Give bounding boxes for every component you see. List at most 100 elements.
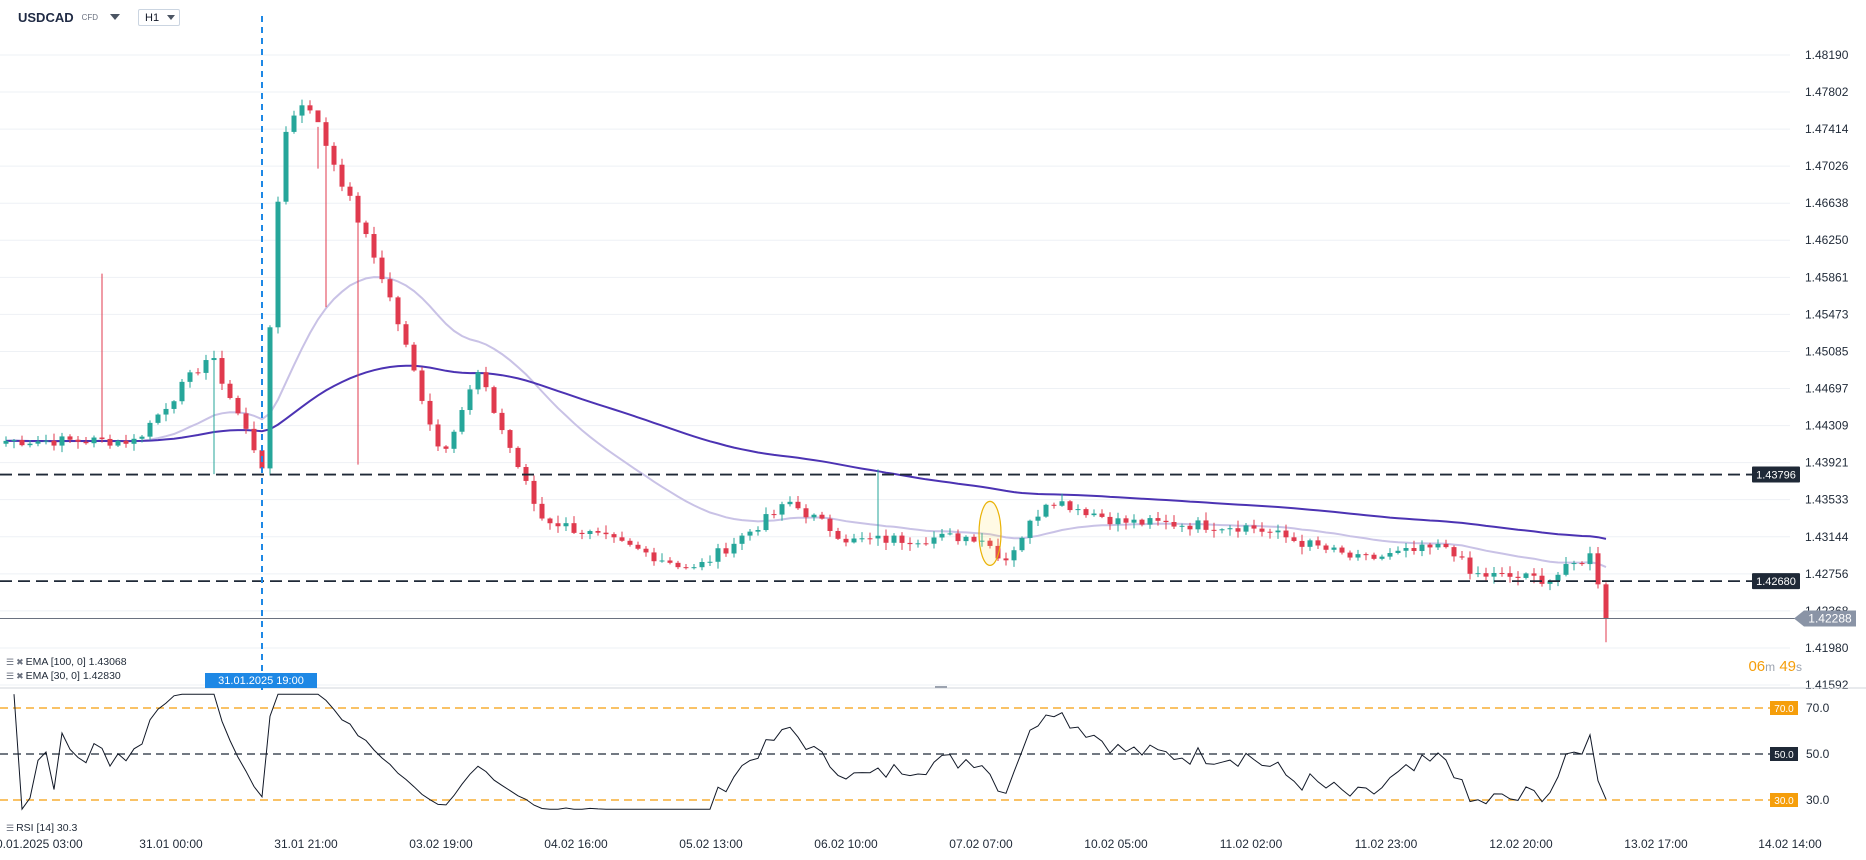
candle-body — [1411, 548, 1417, 551]
candle-body — [1515, 576, 1521, 578]
close-icon[interactable]: ✖ — [16, 670, 23, 681]
candle — [619, 531, 625, 542]
candle-body — [1547, 580, 1553, 584]
candle-body — [51, 440, 57, 446]
candle-body — [1443, 543, 1449, 548]
ema30-legend[interactable]: ☰ ✖ EMA [30, 0] 1.42830 — [6, 670, 121, 682]
candle-body — [699, 562, 705, 568]
candle-body — [1323, 545, 1329, 550]
ema100-legend[interactable]: ☰ ✖ EMA [100, 0] 1.43068 — [6, 656, 127, 668]
candle-body — [995, 545, 1001, 559]
candle-body — [875, 535, 881, 539]
candle — [883, 529, 889, 550]
candle-body — [627, 540, 633, 545]
candle-body — [963, 536, 969, 542]
candle — [243, 407, 249, 434]
candle-body — [1163, 520, 1169, 523]
settings-icon[interactable]: ☰ — [6, 670, 14, 681]
y-tick-label: 1.43533 — [1805, 493, 1849, 507]
candle-body — [835, 530, 841, 539]
candle-body — [3, 440, 9, 444]
candle — [147, 420, 153, 441]
candle-body — [555, 523, 561, 527]
candle — [3, 436, 9, 447]
candle-body — [1395, 550, 1401, 554]
candle-body — [1531, 573, 1537, 576]
candle-body — [1555, 574, 1561, 581]
candle — [1235, 520, 1241, 538]
candle — [771, 509, 777, 519]
candle — [963, 535, 969, 546]
candle-body — [747, 531, 753, 536]
candle — [235, 395, 241, 416]
candle-body — [955, 533, 961, 542]
candle — [1203, 512, 1209, 533]
candle — [675, 560, 681, 570]
candle — [307, 100, 313, 114]
countdown-minutes: 06 — [1748, 658, 1766, 675]
candle — [451, 429, 457, 453]
candle — [299, 99, 305, 123]
candle-body — [1259, 528, 1265, 532]
ema100-legend-label: EMA [100, 0] 1.43068 — [25, 656, 127, 668]
candle — [1563, 556, 1569, 577]
candle-body — [1131, 519, 1137, 523]
candle — [1227, 525, 1233, 536]
candle-body — [483, 372, 489, 388]
candle-body — [427, 400, 433, 425]
candle — [67, 434, 73, 443]
candle — [1507, 566, 1513, 583]
timeframe-selector[interactable]: H1 — [138, 9, 180, 26]
candle — [611, 532, 617, 543]
candle — [715, 543, 721, 569]
candle-body — [795, 501, 801, 509]
rsi-legend[interactable]: ☰ RSI [14] 30.3 — [6, 822, 77, 834]
candle — [475, 369, 481, 395]
candle-body — [723, 548, 729, 554]
candle-body — [387, 279, 393, 298]
candle-body — [1507, 573, 1513, 577]
candle-body — [1251, 525, 1257, 529]
candle — [1403, 543, 1409, 558]
candle — [459, 406, 465, 435]
countdown-minute-unit: m — [1765, 660, 1776, 674]
candle — [1171, 515, 1177, 530]
y-tick-label: 1.45861 — [1805, 270, 1849, 284]
candle-body — [83, 441, 89, 444]
candle — [563, 517, 569, 532]
close-icon[interactable]: ✖ — [16, 656, 23, 667]
candle — [699, 558, 705, 571]
candle-body — [931, 537, 937, 544]
candle — [1251, 519, 1257, 534]
settings-icon[interactable]: ☰ — [6, 656, 14, 667]
candle — [1451, 545, 1457, 562]
candle — [171, 400, 177, 414]
countdown-second-unit: s — [1796, 660, 1802, 674]
current-price-label: 1.42288 — [1808, 612, 1852, 626]
candle-body — [347, 186, 353, 196]
candle-body — [1155, 518, 1161, 521]
candle — [1419, 540, 1425, 557]
rsi-level-badge-label: 30.0 — [1774, 796, 1794, 807]
candle-body — [643, 548, 649, 553]
candle-body — [1115, 518, 1121, 525]
candle — [531, 475, 537, 512]
candle-body — [107, 438, 113, 446]
instrument-selector[interactable]: USDCAD CFD — [18, 6, 121, 28]
candle — [515, 446, 521, 469]
candle-body — [1059, 501, 1065, 506]
rsi-level-badge: 50.0 — [1770, 747, 1798, 761]
candle — [1443, 539, 1449, 549]
candle-body — [1347, 552, 1353, 558]
chevron-down-icon[interactable] — [110, 14, 121, 20]
candle-body — [1563, 564, 1569, 575]
x-tick-label: 31.01 21:00 — [274, 837, 338, 851]
settings-icon[interactable]: ☰ — [6, 822, 14, 833]
candle — [19, 435, 25, 447]
rsi-level-badge-bg — [1770, 793, 1798, 807]
candle — [35, 436, 41, 447]
candle — [27, 440, 33, 448]
candle-body — [1355, 554, 1361, 558]
candle-body — [1011, 550, 1017, 561]
